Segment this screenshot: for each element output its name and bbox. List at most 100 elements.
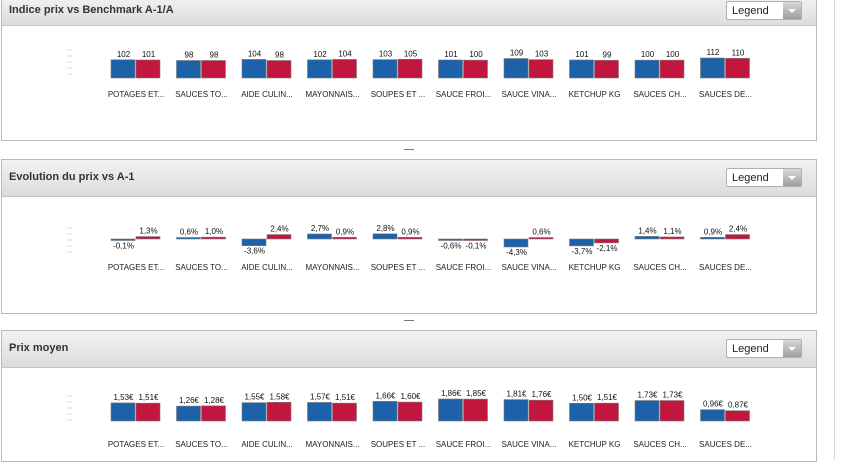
- bar[interactable]: [397, 58, 423, 79]
- bar[interactable]: [201, 236, 226, 240]
- panel-title: Evolution du prix vs A-1: [9, 171, 135, 183]
- bar[interactable]: [700, 57, 725, 79]
- bar[interactable]: [700, 237, 725, 240]
- bar[interactable]: [266, 234, 292, 240]
- data-label: 99: [603, 50, 612, 59]
- bar[interactable]: [397, 237, 423, 240]
- bar[interactable]: [659, 59, 685, 79]
- data-label: 1,86€: [441, 389, 462, 398]
- bar[interactable]: [372, 59, 398, 79]
- bar[interactable]: [241, 402, 267, 422]
- bar[interactable]: [725, 234, 750, 240]
- data-label: -3,7%: [572, 247, 593, 256]
- legend-dropdown[interactable]: Legend: [726, 1, 802, 20]
- bar[interactable]: [503, 238, 529, 248]
- bar[interactable]: [569, 402, 594, 422]
- bar[interactable]: [569, 238, 594, 247]
- data-label: -0,6%: [441, 242, 462, 251]
- bar[interactable]: [700, 409, 725, 422]
- resize-handle[interactable]: [404, 320, 414, 321]
- bar[interactable]: [397, 401, 423, 422]
- chevron-down-icon[interactable]: [783, 340, 801, 357]
- bar[interactable]: [372, 233, 398, 240]
- scrollbar-track[interactable]: [834, 0, 835, 460]
- bar[interactable]: [332, 402, 357, 422]
- panel-indice-prix: Indice prix vs Benchmark A-1/A Legend 10…: [1, 0, 817, 141]
- bar[interactable]: [594, 402, 619, 422]
- data-label: 0,87€: [728, 401, 749, 410]
- bar[interactable]: [110, 402, 136, 422]
- bar[interactable]: [241, 59, 267, 79]
- bar[interactable]: [503, 399, 529, 422]
- data-label: 98: [185, 51, 194, 60]
- bar[interactable]: [725, 58, 750, 79]
- bar[interactable]: [634, 59, 660, 79]
- bar[interactable]: [503, 58, 529, 79]
- bar[interactable]: [307, 233, 332, 240]
- bar[interactable]: [634, 236, 660, 240]
- bar[interactable]: [266, 402, 292, 422]
- bar-chart-prix-moyen: 1,53€ 1,51€ POTAGES ET... 1,26€ 1,28€ SAUCES …: [67, 389, 752, 449]
- bar[interactable]: [372, 401, 398, 422]
- bar[interactable]: [528, 59, 554, 79]
- data-label: 98: [275, 51, 284, 60]
- data-label: 1,26€: [179, 396, 200, 405]
- bar[interactable]: [463, 238, 488, 241]
- bar[interactable]: [438, 59, 463, 79]
- data-label: 2,4%: [729, 225, 747, 234]
- bar[interactable]: [463, 398, 488, 422]
- chevron-down-icon[interactable]: [783, 2, 801, 19]
- bar[interactable]: [176, 405, 201, 422]
- legend-dropdown[interactable]: Legend: [726, 339, 802, 358]
- bar[interactable]: [266, 60, 292, 79]
- bar[interactable]: [135, 402, 161, 422]
- x-tick-label: SAUCES CH...: [633, 440, 686, 449]
- legend-dropdown[interactable]: Legend: [726, 168, 802, 187]
- data-label: 0,6%: [180, 228, 198, 237]
- x-tick-label: KETCHUP KG: [569, 440, 621, 449]
- bar[interactable]: [528, 399, 554, 422]
- bar[interactable]: [176, 237, 201, 240]
- bar[interactable]: [659, 400, 685, 422]
- bar[interactable]: [594, 60, 619, 79]
- data-label: 112: [707, 48, 720, 57]
- bar[interactable]: [594, 238, 619, 244]
- data-label: -0,1%: [113, 242, 134, 251]
- chevron-down-icon[interactable]: [783, 169, 801, 186]
- resize-handle[interactable]: [404, 149, 414, 150]
- bar[interactable]: [569, 59, 594, 79]
- bar[interactable]: [725, 410, 750, 422]
- bar[interactable]: [463, 59, 488, 79]
- bar[interactable]: [176, 60, 201, 79]
- data-label: 100: [469, 50, 483, 59]
- data-label: 1,73€: [662, 391, 683, 400]
- x-tick-label: SOUPES ET ...: [371, 440, 426, 449]
- bar[interactable]: [307, 59, 332, 79]
- bar[interactable]: [438, 238, 463, 241]
- bar[interactable]: [332, 237, 357, 240]
- bar[interactable]: [201, 60, 226, 79]
- data-label: 1,0%: [205, 227, 223, 236]
- data-label: 101: [444, 50, 458, 59]
- data-label: 1,28€: [204, 396, 225, 405]
- bar[interactable]: [634, 400, 660, 422]
- data-label: 0,96€: [703, 400, 724, 409]
- x-tick-label: SOUPES ET ...: [371, 90, 426, 99]
- bar[interactable]: [528, 237, 554, 240]
- bar[interactable]: [110, 238, 136, 241]
- bar[interactable]: [438, 398, 463, 422]
- bar[interactable]: [332, 59, 357, 79]
- x-tick-label: AIDE CULIN...: [241, 263, 293, 272]
- x-tick-label: SAUCES TO...: [175, 440, 228, 449]
- bar[interactable]: [201, 405, 226, 422]
- data-label: 1,50€: [572, 393, 593, 402]
- legend-dropdown-label: Legend: [732, 343, 769, 355]
- bar[interactable]: [307, 402, 332, 422]
- x-tick-label: MAYONNAIS...: [305, 263, 359, 272]
- x-tick-label: MAYONNAIS...: [305, 90, 359, 99]
- bar[interactable]: [659, 236, 685, 240]
- bar[interactable]: [110, 59, 136, 79]
- bar[interactable]: [241, 238, 267, 246]
- bar[interactable]: [135, 236, 161, 240]
- bar[interactable]: [135, 59, 161, 79]
